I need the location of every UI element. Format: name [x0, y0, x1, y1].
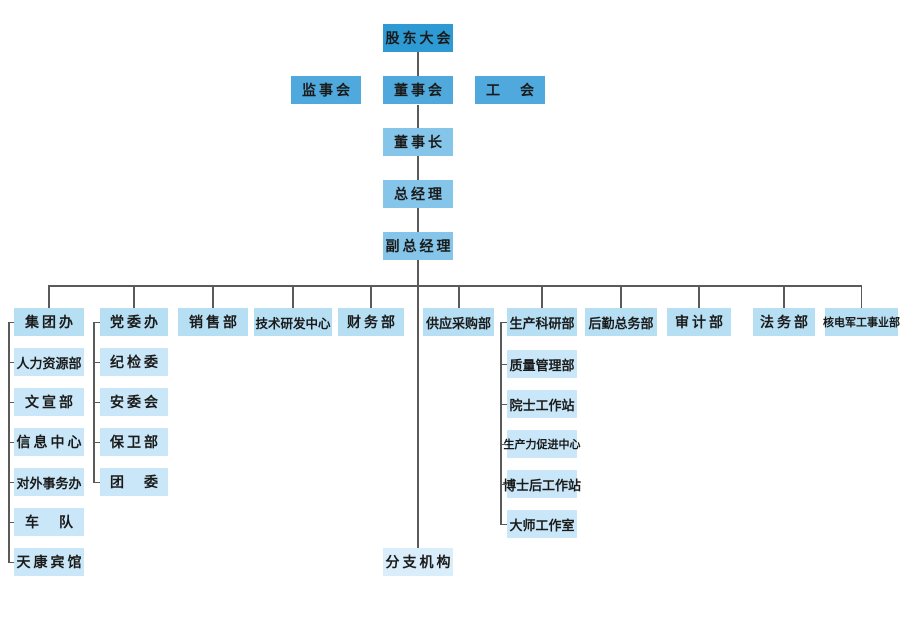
- node-sub-master-studio: 大师工作室: [507, 510, 577, 538]
- connector-line: [48, 285, 50, 308]
- node-sub-discipline-inspection: 纪检委: [100, 348, 168, 376]
- connector-line: [8, 521, 14, 523]
- connector-line: [500, 322, 502, 524]
- connector-line: [698, 285, 700, 308]
- connector-line: [541, 285, 543, 308]
- connector-line: [8, 561, 14, 563]
- node-deputy-general-manager: 副总经理: [383, 232, 453, 260]
- connector-line: [860, 285, 862, 308]
- connector-line: [417, 260, 419, 548]
- connector-line: [500, 523, 507, 525]
- node-dept-legal: 法务部: [753, 308, 815, 336]
- connector-line: [48, 285, 862, 287]
- node-dept-production-research: 生产科研部: [507, 308, 577, 336]
- connector-line: [417, 105, 419, 128]
- connector-line: [370, 285, 372, 308]
- node-sub-external-affairs: 对外事务办: [14, 468, 84, 496]
- node-sub-postdoctoral-workstation: 博士后工作站: [503, 470, 581, 498]
- node-labor-union: 工 会: [475, 76, 545, 104]
- connector-line: [500, 363, 507, 365]
- connector-line: [783, 285, 785, 308]
- node-sub-motorcade: 车 队: [14, 508, 84, 536]
- connector-line: [500, 443, 507, 445]
- connector-line: [8, 481, 14, 483]
- connector-line: [500, 483, 507, 485]
- node-sub-publicity: 文宣部: [14, 388, 84, 416]
- node-sub-information-center: 信息中心: [14, 428, 84, 456]
- node-dept-finance: 财务部: [338, 308, 404, 336]
- node-dept-sales: 销售部: [178, 308, 248, 336]
- node-dept-audit: 审计部: [667, 308, 731, 336]
- connector-line: [417, 52, 419, 76]
- node-dept-logistics-general-affairs: 后勤总务部: [585, 308, 657, 336]
- connector-line: [620, 285, 622, 308]
- node-dept-tech-rd-center: 技术研发中心: [254, 308, 332, 336]
- connector-line: [93, 321, 100, 323]
- connector-line: [500, 403, 507, 405]
- node-sub-academician-workstation: 院士工作站: [507, 390, 577, 418]
- connector-line: [458, 285, 460, 308]
- node-chairman: 董事长: [383, 128, 453, 156]
- node-shareholders-meeting: 股东大会: [383, 24, 453, 52]
- connector-line: [500, 321, 507, 323]
- node-dept-party-committee-office: 党委办: [100, 308, 168, 336]
- connector-line: [93, 401, 100, 403]
- node-dept-group-office: 集团办: [14, 308, 84, 336]
- node-sub-tiankang-hotel: 天康宾馆: [14, 548, 84, 576]
- node-dept-supply-procurement: 供应采购部: [423, 308, 494, 336]
- node-supervisory-board: 监事会: [291, 76, 361, 104]
- connector-line: [8, 321, 14, 323]
- node-sub-safety-committee: 安委会: [100, 388, 168, 416]
- connector-line: [93, 361, 100, 363]
- node-general-manager: 总经理: [383, 180, 453, 208]
- node-sub-quality-management: 质量管理部: [507, 350, 577, 378]
- connector-line: [212, 285, 214, 308]
- node-board-of-directors: 董事会: [383, 76, 453, 104]
- connector-line: [8, 401, 14, 403]
- connector-line: [133, 285, 135, 308]
- connector-line: [8, 441, 14, 443]
- connector-line: [93, 441, 100, 443]
- node-sub-productivity-promotion-center: 生产力促进中心: [504, 430, 581, 458]
- node-dept-nuclear-military-division: 核电军工事业部: [823, 308, 900, 336]
- node-sub-youth-league: 团 委: [100, 468, 168, 496]
- connector-line: [292, 285, 294, 308]
- connector-line: [93, 481, 100, 483]
- connector-line: [8, 361, 14, 363]
- node-sub-human-resources: 人力资源部: [14, 348, 84, 376]
- connector-line: [417, 208, 419, 232]
- connector-line: [417, 156, 419, 180]
- node-sub-security: 保卫部: [100, 428, 168, 456]
- node-branch-offices: 分支机构: [383, 548, 453, 576]
